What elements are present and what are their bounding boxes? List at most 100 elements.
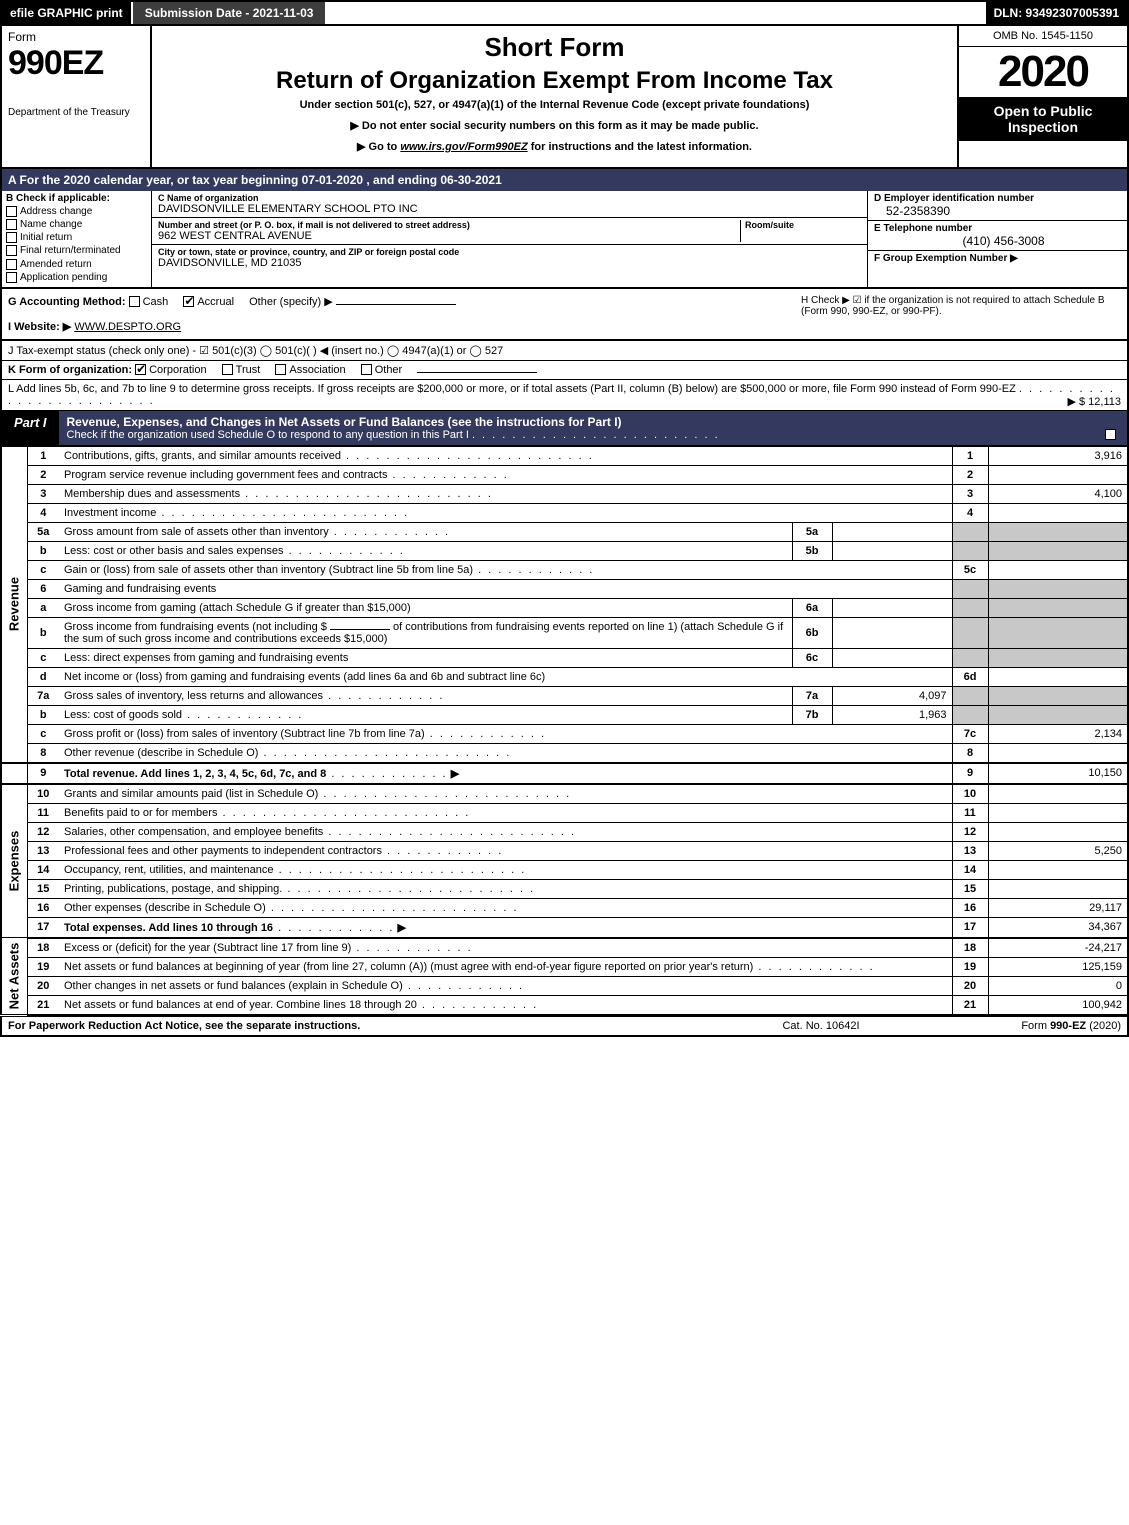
l14-col: 14 bbox=[952, 860, 988, 879]
line-8: 8 Other revenue (describe in Schedule O)… bbox=[1, 743, 1128, 763]
l6-num: 6 bbox=[27, 579, 59, 598]
l3-num: 3 bbox=[27, 484, 59, 503]
header-center: Short Form Return of Organization Exempt… bbox=[152, 26, 957, 167]
line-1: Revenue 1 Contributions, gifts, grants, … bbox=[1, 447, 1128, 466]
l13-col: 13 bbox=[952, 841, 988, 860]
l3-desc: Membership dues and assessments bbox=[59, 484, 952, 503]
website-value[interactable]: WWW.DESPTO.ORG bbox=[74, 321, 181, 333]
chk-schedule-o[interactable] bbox=[1105, 429, 1116, 440]
chk-corporation[interactable]: Corporation bbox=[135, 364, 206, 376]
chk-address-change[interactable]: Address change bbox=[6, 206, 147, 217]
l7a-subval: 4,097 bbox=[832, 686, 952, 705]
l7c-val: 2,134 bbox=[988, 724, 1128, 743]
l6a-subval bbox=[832, 598, 952, 617]
l7a-sub: 7a bbox=[792, 686, 832, 705]
l6b-val-shaded bbox=[988, 617, 1128, 648]
section-j: J Tax-exempt status (check only one) - ☑… bbox=[0, 341, 1129, 361]
l3-col: 3 bbox=[952, 484, 988, 503]
line-7b: b Less: cost of goods sold 7b 1,963 bbox=[1, 705, 1128, 724]
chk-final-return[interactable]: Final return/terminated bbox=[6, 245, 147, 256]
submission-date: Submission Date - 2021-11-03 bbox=[131, 2, 328, 24]
l19-num: 19 bbox=[27, 957, 59, 976]
city: DAVIDSONVILLE, MD 21035 bbox=[158, 257, 861, 269]
city-row: City or town, state or province, country… bbox=[152, 245, 867, 271]
ein-label: D Employer identification number bbox=[874, 193, 1121, 204]
website-label: I Website: ▶ bbox=[8, 321, 71, 333]
room-label: Room/suite bbox=[745, 220, 861, 230]
irs-link[interactable]: www.irs.gov/Form990EZ bbox=[400, 141, 527, 153]
chk-name-change[interactable]: Name change bbox=[6, 219, 147, 230]
l-text: L Add lines 5b, 6c, and 7b to line 9 to … bbox=[8, 383, 1016, 395]
line-2: 2 Program service revenue including gove… bbox=[1, 465, 1128, 484]
chk-other-org[interactable]: Other bbox=[361, 364, 403, 376]
l21-num: 21 bbox=[27, 995, 59, 1015]
title-short-form: Short Form bbox=[158, 32, 951, 63]
dept-treasury: Department of the Treasury bbox=[8, 107, 144, 118]
l7a-desc: Gross sales of inventory, less returns a… bbox=[59, 686, 792, 705]
line-7a: 7a Gross sales of inventory, less return… bbox=[1, 686, 1128, 705]
l8-desc: Other revenue (describe in Schedule O) bbox=[59, 743, 952, 763]
street: 962 WEST CENTRAL AVENUE bbox=[158, 230, 736, 242]
l5b-num: b bbox=[27, 541, 59, 560]
l5b-desc: Less: cost or other basis and sales expe… bbox=[59, 541, 792, 560]
section-h: H Check ▶ ☑ if the organization is not r… bbox=[801, 295, 1121, 333]
phone-label: E Telephone number bbox=[874, 223, 1121, 234]
l16-col: 16 bbox=[952, 898, 988, 917]
efile-print-button[interactable]: efile GRAPHIC print bbox=[2, 2, 131, 24]
phone-value: (410) 456-3008 bbox=[874, 234, 1121, 248]
l7a-num: 7a bbox=[27, 686, 59, 705]
section-def: D Employer identification number 52-2358… bbox=[867, 191, 1127, 287]
l4-num: 4 bbox=[27, 503, 59, 522]
l1-col: 1 bbox=[952, 447, 988, 466]
line-6d: d Net income or (loss) from gaming and f… bbox=[1, 667, 1128, 686]
chk-application-pending[interactable]: Application pending bbox=[6, 272, 147, 283]
l6c-col-shaded bbox=[952, 648, 988, 667]
chk-initial-return[interactable]: Initial return bbox=[6, 232, 147, 243]
l8-col: 8 bbox=[952, 743, 988, 763]
line-6: 6 Gaming and fundraising events bbox=[1, 579, 1128, 598]
l19-val: 125,159 bbox=[988, 957, 1128, 976]
l11-num: 11 bbox=[27, 803, 59, 822]
l9-desc: Total revenue. Add lines 1, 2, 3, 4, 5c,… bbox=[59, 763, 952, 784]
chk-accrual[interactable]: Accrual bbox=[183, 296, 234, 308]
l6b-col-shaded bbox=[952, 617, 988, 648]
l9-val: 10,150 bbox=[988, 763, 1128, 784]
chk-cash[interactable]: Cash bbox=[129, 296, 169, 308]
l17-val: 34,367 bbox=[988, 917, 1128, 938]
accounting-label: G Accounting Method: bbox=[8, 296, 126, 308]
footer-right: Form 990-EZ (2020) bbox=[921, 1020, 1121, 1032]
group-row: F Group Exemption Number ▶ bbox=[868, 251, 1127, 266]
ein-row: D Employer identification number 52-2358… bbox=[868, 191, 1127, 221]
chk-trust[interactable]: Trust bbox=[222, 364, 261, 376]
l9-num: 9 bbox=[27, 763, 59, 784]
line-6c: c Less: direct expenses from gaming and … bbox=[1, 648, 1128, 667]
l16-num: 16 bbox=[27, 898, 59, 917]
chk-amended-return[interactable]: Amended return bbox=[6, 259, 147, 270]
line-9: 9 Total revenue. Add lines 1, 2, 3, 4, 5… bbox=[1, 763, 1128, 784]
l6c-desc: Less: direct expenses from gaming and fu… bbox=[59, 648, 792, 667]
l13-val: 5,250 bbox=[988, 841, 1128, 860]
l17-desc: Total expenses. Add lines 10 through 16 … bbox=[59, 917, 952, 938]
section-c: C Name of organization DAVIDSONVILLE ELE… bbox=[152, 191, 867, 287]
k-other-line bbox=[417, 372, 537, 373]
l7b-val-shaded bbox=[988, 705, 1128, 724]
l12-num: 12 bbox=[27, 822, 59, 841]
header-left: Form 990EZ Department of the Treasury bbox=[2, 26, 152, 167]
l6d-col: 6d bbox=[952, 667, 988, 686]
line-12: 12 Salaries, other compensation, and emp… bbox=[1, 822, 1128, 841]
l5a-subval bbox=[832, 522, 952, 541]
chk-association[interactable]: Association bbox=[275, 364, 345, 376]
line-5a: 5a Gross amount from sale of assets othe… bbox=[1, 522, 1128, 541]
city-label: City or town, state or province, country… bbox=[158, 247, 861, 257]
l14-val bbox=[988, 860, 1128, 879]
l3-val: 4,100 bbox=[988, 484, 1128, 503]
line-11: 11 Benefits paid to or for members 11 bbox=[1, 803, 1128, 822]
l6d-val bbox=[988, 667, 1128, 686]
l6-val-shaded bbox=[988, 579, 1128, 598]
l17-num: 17 bbox=[27, 917, 59, 938]
group-label: F Group Exemption Number ▶ bbox=[874, 253, 1121, 264]
l6d-desc: Net income or (loss) from gaming and fun… bbox=[59, 667, 952, 686]
line-15: 15 Printing, publications, postage, and … bbox=[1, 879, 1128, 898]
l5a-num: 5a bbox=[27, 522, 59, 541]
line-6a: a Gross income from gaming (attach Sched… bbox=[1, 598, 1128, 617]
